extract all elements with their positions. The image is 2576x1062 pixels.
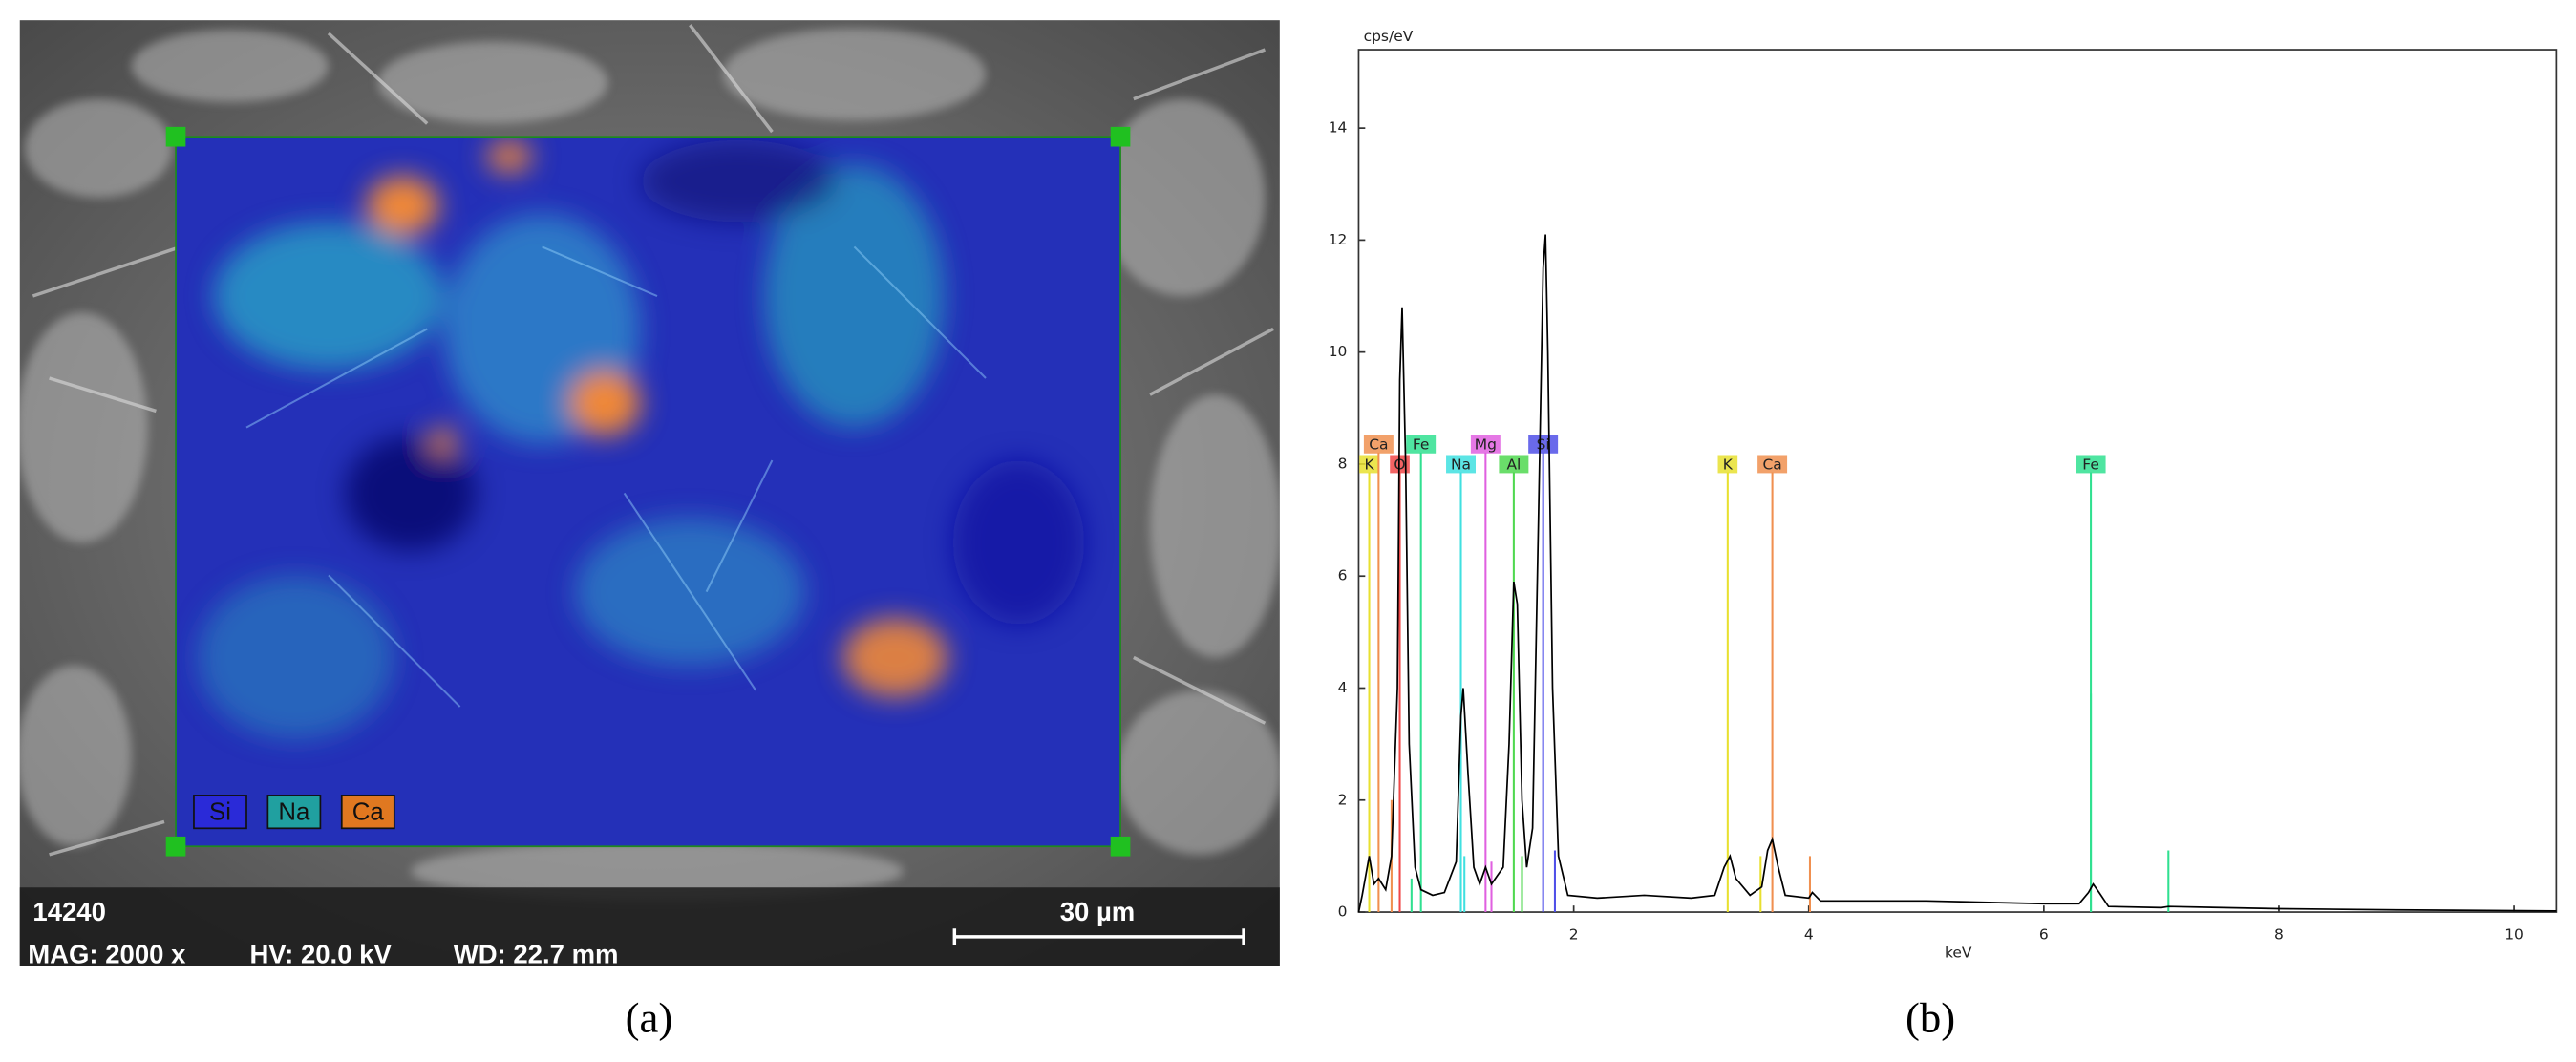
magnification: MAG: 2000 x <box>28 940 186 969</box>
spectrum-line <box>1357 234 2557 913</box>
element-label: K <box>1364 456 1374 473</box>
panel-label: (a) <box>626 994 673 1042</box>
legend-label: Si <box>209 799 231 826</box>
map-legend: Si Na Ca <box>193 795 395 830</box>
element-label-box <box>1757 455 1788 474</box>
voltage: HV: 20.0 kV <box>249 940 392 969</box>
plot-area <box>1357 49 2558 913</box>
info-bar <box>19 887 1280 966</box>
y-tick-label: 8 <box>1338 455 1348 472</box>
element-label: Si <box>1537 436 1550 454</box>
y-tick-label: 4 <box>1338 679 1348 696</box>
element-label-box <box>1446 455 1476 474</box>
legend-label: Ca <box>352 799 385 826</box>
element-label-box <box>1499 455 1529 474</box>
element-label-box <box>1717 455 1738 474</box>
element-label-box <box>1528 435 1559 454</box>
element-label-box <box>2076 455 2106 474</box>
sem-image <box>19 20 1280 966</box>
x-axis-label: keV <box>1945 945 1972 962</box>
panel-label: (b) <box>1905 994 1955 1042</box>
element-label: Fe <box>2082 456 2099 473</box>
element-label: Fe <box>1413 436 1430 454</box>
element-map <box>176 137 1121 847</box>
x-tick-label: 8 <box>2274 926 2284 944</box>
element-label-box <box>1363 435 1394 454</box>
legend-swatch <box>193 795 247 830</box>
working-distance: WD: 22.7 mm <box>454 940 619 969</box>
y-tick-label: 2 <box>1338 791 1348 808</box>
y-axis-label: cps/eV <box>1364 28 1414 45</box>
element-label-box <box>1406 435 1437 454</box>
element-label: Ca <box>1369 436 1388 454</box>
element-label: Al <box>1506 456 1521 473</box>
element-label: Ca <box>1762 456 1781 473</box>
y-tick-label: 0 <box>1338 903 1348 921</box>
scale-bar-label: 30 µm <box>1060 897 1136 926</box>
element-label-box <box>1359 455 1379 474</box>
element-label: Na <box>1451 456 1471 473</box>
element-label: Mg <box>1475 436 1497 454</box>
y-tick-label: 14 <box>1329 119 1348 137</box>
legend-label: Na <box>278 799 310 826</box>
element-label: K <box>1723 456 1734 473</box>
y-tick-label: 12 <box>1329 231 1348 248</box>
scale-bar <box>952 928 1245 945</box>
y-tick-label: 10 <box>1329 343 1348 360</box>
x-tick-label: 6 <box>2039 926 2049 944</box>
x-tick-label: 10 <box>2504 926 2523 944</box>
legend-swatch <box>266 795 322 830</box>
x-tick-label: 2 <box>1569 926 1579 944</box>
sample-id: 14240 <box>32 897 106 926</box>
y-tick-label: 6 <box>1338 567 1348 584</box>
x-tick-label: 4 <box>1804 926 1814 944</box>
legend-swatch <box>340 795 395 830</box>
element-label-box <box>1470 435 1501 454</box>
